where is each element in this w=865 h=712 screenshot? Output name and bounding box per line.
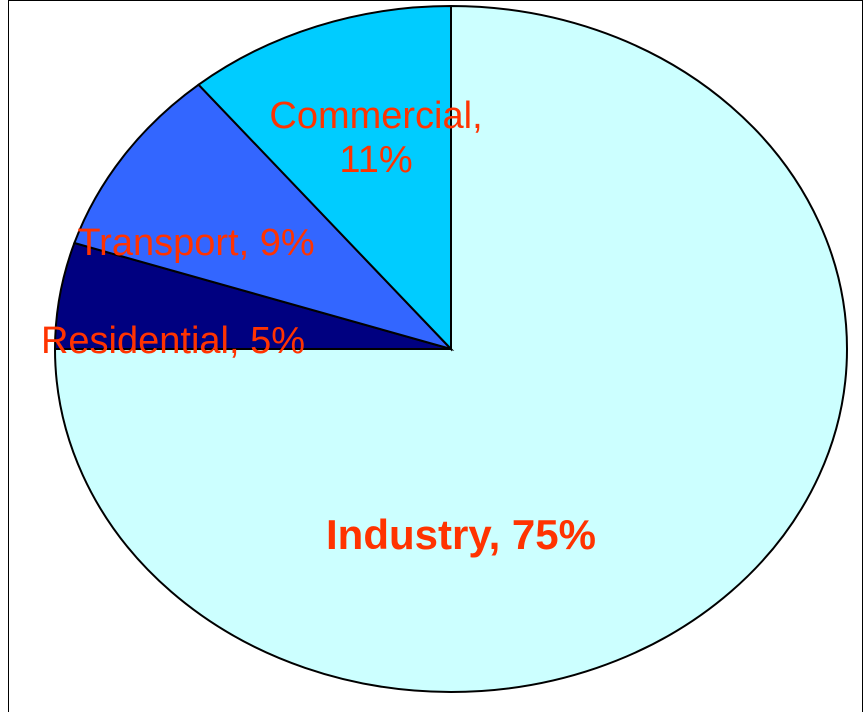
pie-slice-commercial (197, 4, 452, 352)
data-label-line: Transport, 9% (77, 222, 314, 264)
data-label-transport: Transport, 9% (77, 222, 314, 264)
data-label-industry: Industry, 75% (326, 511, 596, 558)
pie-slice-industry (53, 4, 848, 693)
data-label-commercial: Commercial, 11% (269, 95, 482, 181)
data-label-line: Residential, 5% (41, 320, 305, 362)
data-label-line: Commercial, (269, 95, 482, 137)
data-label-line: 11% (339, 139, 412, 181)
data-label-residential: Residential, 5% (41, 320, 305, 362)
pie-slice-transport (73, 83, 455, 351)
data-label-line: Industry, 75% (326, 511, 596, 558)
